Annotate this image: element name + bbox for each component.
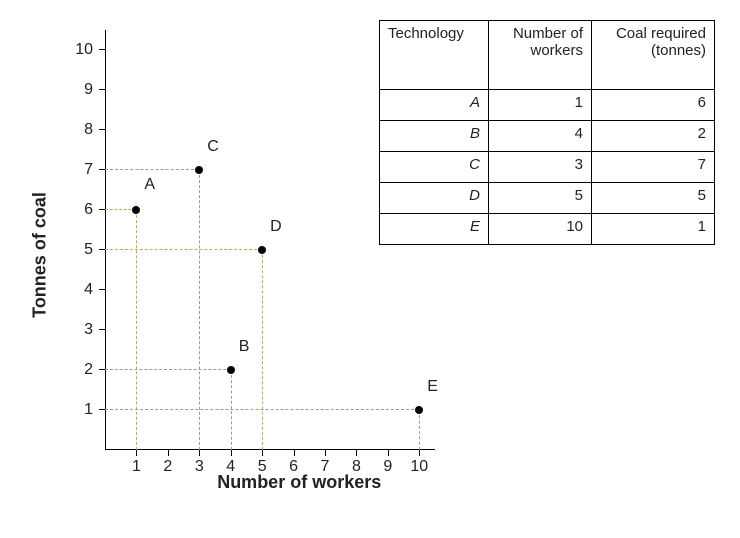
- y-tick: [99, 49, 105, 50]
- x-tick-label: 9: [383, 458, 392, 476]
- y-tick: [99, 329, 105, 330]
- cell-workers: 1: [489, 90, 592, 121]
- y-tick-label: 1: [84, 401, 93, 419]
- table-header-row: Technology Number of workers Coal requir…: [380, 21, 715, 90]
- dropline-horizontal: [105, 369, 231, 370]
- y-tick-label: 5: [84, 241, 93, 259]
- y-tick-label: 7: [84, 161, 93, 179]
- y-axis-label: Tonnes of coal: [30, 192, 51, 318]
- cell-tech: A: [380, 90, 489, 121]
- cell-tech: C: [380, 152, 489, 183]
- table-row: B 4 2: [380, 121, 715, 152]
- x-tick-label: 2: [163, 458, 172, 476]
- data-point: [258, 246, 266, 254]
- x-tick: [388, 450, 389, 456]
- x-tick-label: 6: [289, 458, 298, 476]
- figure-container: Tonnes of coal Number of workers 1234567…: [0, 0, 740, 538]
- data-point: [227, 366, 235, 374]
- x-tick-label: 4: [226, 458, 235, 476]
- x-tick: [136, 450, 137, 456]
- y-tick-label: 8: [84, 121, 93, 139]
- col-workers: Number of workers: [489, 21, 592, 90]
- x-tick-label: 8: [352, 458, 361, 476]
- data-point: [415, 406, 423, 414]
- x-tick-label: 10: [410, 458, 428, 476]
- x-tick-label: 7: [321, 458, 330, 476]
- x-tick-label: 3: [195, 458, 204, 476]
- cell-coal: 2: [592, 121, 715, 152]
- cell-tech: D: [380, 183, 489, 214]
- dropline-vertical: [231, 370, 232, 450]
- x-tick: [325, 450, 326, 456]
- cell-tech: E: [380, 214, 489, 245]
- cell-workers: 10: [489, 214, 592, 245]
- point-label: A: [144, 176, 155, 194]
- cell-workers: 5: [489, 183, 592, 214]
- x-tick-label: 1: [132, 458, 141, 476]
- cell-coal: 7: [592, 152, 715, 183]
- point-label: B: [239, 338, 250, 356]
- y-tick-label: 4: [84, 281, 93, 299]
- dropline-horizontal: [105, 249, 262, 250]
- data-point: [195, 166, 203, 174]
- y-tick: [99, 289, 105, 290]
- y-tick-label: 10: [75, 41, 93, 59]
- x-tick: [356, 450, 357, 456]
- x-tick: [231, 450, 232, 456]
- x-tick: [199, 450, 200, 456]
- x-tick: [294, 450, 295, 456]
- x-tick: [168, 450, 169, 456]
- table-row: E 10 1: [380, 214, 715, 245]
- y-tick: [99, 89, 105, 90]
- y-tick-label: 2: [84, 361, 93, 379]
- col-coal: Coal required (tonnes): [592, 21, 715, 90]
- x-tick-label: 5: [258, 458, 267, 476]
- y-tick: [99, 129, 105, 130]
- technology-table: Technology Number of workers Coal requir…: [379, 20, 715, 245]
- cell-coal: 1: [592, 214, 715, 245]
- data-point: [132, 206, 140, 214]
- x-axis: [105, 449, 435, 450]
- table-row: C 3 7: [380, 152, 715, 183]
- cell-tech: B: [380, 121, 489, 152]
- cell-workers: 4: [489, 121, 592, 152]
- col-technology: Technology: [380, 21, 489, 90]
- dropline-horizontal: [105, 169, 199, 170]
- dropline-vertical: [419, 410, 420, 450]
- x-tick: [419, 450, 420, 456]
- point-label: C: [207, 138, 219, 156]
- cell-coal: 6: [592, 90, 715, 121]
- dropline-vertical: [136, 210, 137, 450]
- dropline-horizontal: [105, 409, 419, 410]
- table-row: A 1 6: [380, 90, 715, 121]
- x-tick: [262, 450, 263, 456]
- y-tick-label: 9: [84, 81, 93, 99]
- table-row: D 5 5: [380, 183, 715, 214]
- point-label: D: [270, 218, 282, 236]
- dropline-vertical: [199, 170, 200, 450]
- dropline-vertical: [262, 250, 263, 450]
- point-label: E: [427, 378, 438, 396]
- y-axis: [105, 30, 106, 450]
- y-tick-label: 3: [84, 321, 93, 339]
- cell-coal: 5: [592, 183, 715, 214]
- cell-workers: 3: [489, 152, 592, 183]
- y-tick-label: 6: [84, 201, 93, 219]
